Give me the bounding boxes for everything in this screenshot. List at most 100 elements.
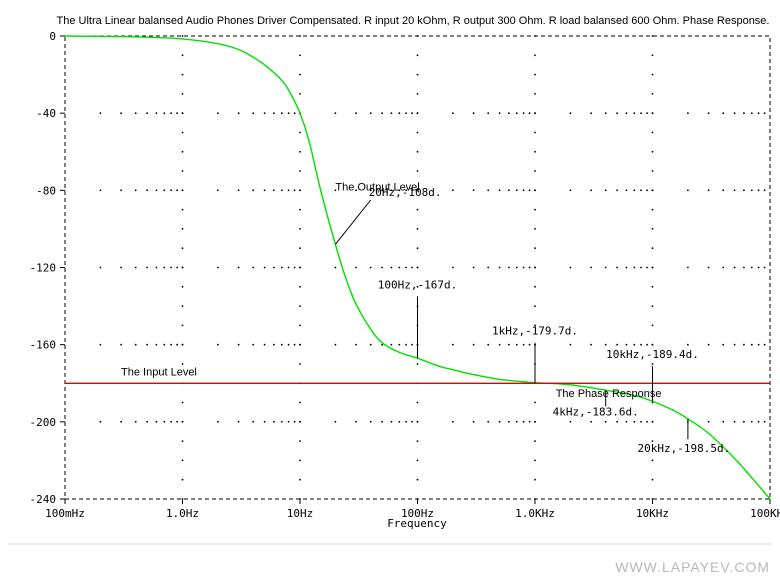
grid-dot	[625, 420, 628, 423]
grid-dot	[722, 266, 725, 269]
grid-dot	[763, 266, 766, 269]
grid-dot	[757, 189, 760, 192]
grid-dot	[487, 343, 490, 346]
grid-dot	[590, 266, 592, 269]
grid-dot	[299, 343, 301, 346]
grid-dot	[263, 343, 266, 346]
grid-dot	[181, 324, 184, 327]
grid-dot	[99, 343, 102, 346]
grid-dot	[381, 343, 383, 346]
grid-dot	[498, 266, 501, 269]
grid-dot	[651, 285, 654, 288]
grid-dot	[625, 266, 628, 269]
grid-dot	[750, 189, 753, 192]
x-tick-label: 1.0Hz	[166, 507, 199, 520]
grid-dot	[722, 189, 725, 192]
grid-dot	[287, 112, 290, 115]
grid-dot	[416, 285, 419, 288]
grid-dot	[590, 343, 592, 346]
grid-dot	[707, 420, 710, 423]
grid-dot	[651, 54, 654, 57]
grid-dot	[508, 112, 510, 115]
grid-dot	[604, 189, 607, 192]
grid-dot	[528, 266, 531, 269]
grid-dot	[146, 343, 149, 346]
grid-dot	[181, 266, 184, 269]
grid-dot	[299, 285, 301, 288]
grid-dot	[472, 420, 475, 423]
grid-dot	[411, 420, 413, 423]
grid-dot	[528, 189, 531, 192]
grid-dot	[416, 228, 419, 230]
grid-dot	[299, 247, 301, 250]
grid-dot	[170, 420, 173, 423]
grid-dot	[176, 343, 179, 346]
grid-dot	[163, 189, 166, 192]
grid-dot	[217, 189, 219, 192]
grid-dot	[707, 343, 710, 346]
grid-dot	[280, 112, 283, 115]
grid-dot	[743, 420, 745, 423]
grid-dot	[299, 401, 301, 404]
grid-dot	[405, 189, 407, 192]
grid-dot	[299, 228, 301, 230]
grid-dot	[416, 131, 419, 134]
grid-dot	[334, 112, 337, 115]
grid-dot	[299, 150, 301, 153]
grid-dot	[299, 324, 301, 327]
grid-dot	[280, 189, 283, 192]
grid-dot	[334, 420, 337, 423]
grid-dot	[569, 266, 572, 269]
grid-dot	[750, 112, 753, 115]
grid-dot	[120, 189, 122, 192]
grid-dot	[651, 208, 654, 211]
grid-dot	[411, 189, 413, 192]
grid-dot	[181, 112, 184, 115]
grid-dot	[280, 343, 283, 346]
grid-dot	[534, 189, 536, 192]
grid-dot	[651, 150, 654, 153]
grid-dot	[633, 189, 636, 192]
grid-dot	[604, 266, 607, 269]
grid-dot	[534, 266, 536, 269]
grid-dot	[416, 440, 419, 442]
grid-dot	[120, 112, 122, 115]
grid-dot	[381, 266, 383, 269]
grid-dot	[763, 189, 766, 192]
grid-dot	[181, 208, 184, 211]
grid-dot	[390, 343, 393, 346]
y-axis-ticks: 0 -40 -80 -120 -160 -200 -240	[30, 30, 65, 506]
grid-dot	[99, 266, 102, 269]
grid-dot	[355, 266, 357, 269]
grid-dot	[640, 420, 642, 423]
grid-dot	[733, 112, 736, 115]
grid-dot	[252, 112, 255, 115]
annotation-label: 20kHz,-198.5d.	[638, 442, 731, 455]
grid-dot	[707, 189, 710, 192]
grid-dot	[146, 266, 149, 269]
grid-dot	[651, 247, 654, 250]
grid-dot	[163, 266, 166, 269]
grid-dot	[522, 343, 525, 346]
grid-dot	[99, 112, 102, 115]
grid-dot	[569, 189, 572, 192]
grid-dot	[252, 420, 255, 423]
grid-dot	[534, 208, 536, 211]
grid-dot	[237, 266, 240, 269]
grid-dot	[707, 266, 710, 269]
y-tick-label: -200	[30, 416, 57, 429]
grid-dot	[293, 189, 296, 192]
grid-dot	[299, 131, 301, 134]
annotation-label: 4kHz,-183.6d.	[553, 405, 639, 418]
grid-dot	[181, 35, 184, 37]
annotation-label: 20Hz,-108d.	[369, 186, 442, 199]
grid-dot	[487, 112, 490, 115]
grid-dot	[181, 131, 184, 134]
grid-dot	[534, 150, 536, 153]
grid-dot	[651, 266, 654, 269]
x-axis-ticks: 100mHz 1.0Hz 10Hz 100Hz 1.0KHz 10KHz 100KHz	[45, 499, 780, 520]
grid-dot	[651, 363, 654, 365]
grid-dot	[534, 420, 536, 423]
grid-dot	[398, 343, 401, 346]
